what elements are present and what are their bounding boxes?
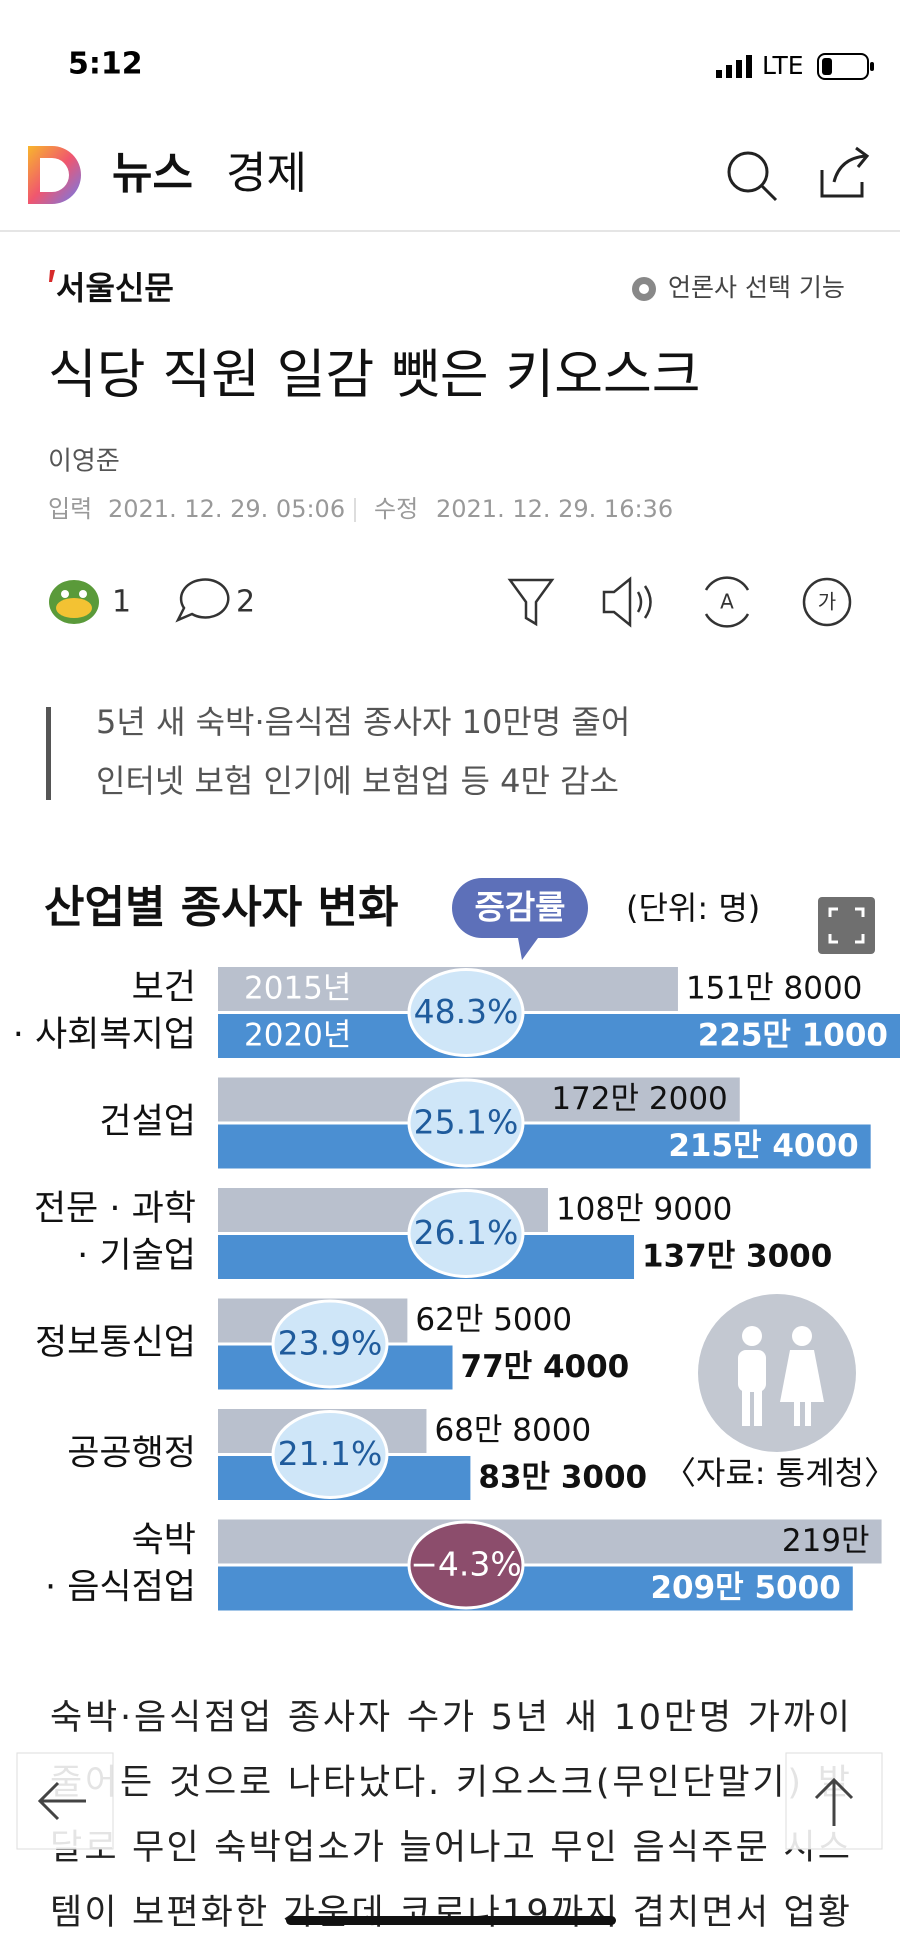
modified-date: 2021. 12. 29. 16:36 bbox=[436, 495, 673, 523]
modified-label: 수정 bbox=[374, 495, 418, 523]
value-label: 83만 3000 bbox=[478, 1460, 647, 1496]
publisher-setting[interactable]: 언론사 선택 기능 bbox=[668, 273, 845, 302]
summary-line: 5년 새 숙박·음식점 종사자 10만명 줄어 bbox=[96, 703, 630, 741]
value-label: 219만 bbox=[782, 1523, 870, 1559]
value-label: 225만 1000 bbox=[698, 1018, 888, 1054]
change-ellipse bbox=[271, 1299, 389, 1389]
bar bbox=[218, 1566, 853, 1611]
svg-text:A: A bbox=[720, 590, 734, 614]
share-button[interactable] bbox=[820, 146, 870, 198]
bar bbox=[218, 1124, 871, 1169]
change-label: 21.1% bbox=[278, 1434, 383, 1473]
category-label: 전문 · 과학 bbox=[34, 1189, 196, 1229]
change-label: 48.3% bbox=[414, 992, 519, 1031]
filter-button[interactable] bbox=[507, 578, 555, 627]
svg-text:가: 가 bbox=[818, 590, 836, 614]
value-label: 108만 9000 bbox=[556, 1192, 732, 1228]
category-label: 보건 bbox=[132, 968, 196, 1008]
body-line: 숙박·음식점업 종사자 수가 5년 새 10만명 가까이 bbox=[50, 1698, 850, 1738]
app-logo[interactable] bbox=[28, 146, 81, 204]
category-label: · 사회복지업 bbox=[13, 1015, 196, 1055]
chart-source: 〈자료: 통계청〉 bbox=[664, 1454, 896, 1492]
chart-title: 산업별 종사자 변화 bbox=[44, 882, 398, 933]
signal-icon bbox=[716, 55, 752, 78]
summary-rule bbox=[46, 707, 51, 800]
app-category[interactable]: 경제 bbox=[226, 148, 307, 199]
value-label: 137만 3000 bbox=[642, 1239, 832, 1275]
category-label: 건설업 bbox=[99, 1102, 196, 1142]
comment-count[interactable]: 2 bbox=[236, 585, 255, 620]
category-label: 숙박 bbox=[132, 1521, 196, 1561]
publisher[interactable]: 서울신문 bbox=[56, 269, 174, 307]
article-body: 숙박·음식점업 종사자 수가 5년 새 10만명 가까이줄어든 것으로 나타났다… bbox=[50, 1698, 850, 1933]
publisher-mark bbox=[49, 270, 55, 282]
app-section[interactable]: 뉴스 bbox=[112, 148, 193, 199]
published-date: 2021. 12. 29. 05:06 bbox=[108, 495, 345, 523]
reaction-icon[interactable] bbox=[49, 580, 99, 624]
value-label: 172만 2000 bbox=[551, 1081, 727, 1117]
translate-button[interactable]: A bbox=[704, 576, 750, 628]
battery-icon bbox=[817, 53, 874, 80]
value-label: 68만 8000 bbox=[434, 1413, 591, 1449]
series-label: 2015년 bbox=[244, 971, 351, 1007]
infographic: 산업별 종사자 변화 증감률 (단위: 명) 보건 · 사회복지업 151만 800… bbox=[13, 878, 900, 1611]
category-label: 공공행정 bbox=[67, 1434, 196, 1474]
chart-unit: (단위: 명) bbox=[626, 889, 760, 927]
change-label: −4.3% bbox=[410, 1545, 522, 1584]
value-label: 209만 5000 bbox=[650, 1570, 840, 1606]
scroll-top-button[interactable] bbox=[785, 1752, 883, 1850]
body-line: 템이 보편화한 가운데 코로나19까지 겹치면서 업황 bbox=[50, 1893, 850, 1933]
change-ellipse bbox=[407, 1520, 525, 1610]
audio-button[interactable] bbox=[602, 576, 652, 628]
published-label: 입력 bbox=[48, 495, 92, 523]
category-label: 정보통신업 bbox=[35, 1323, 196, 1363]
status-network: LTE bbox=[762, 51, 804, 80]
value-label: 62만 5000 bbox=[415, 1302, 572, 1338]
change-ellipse bbox=[407, 968, 525, 1057]
gear-icon[interactable] bbox=[632, 277, 656, 301]
bar bbox=[218, 1519, 882, 1564]
badge bbox=[452, 878, 588, 960]
home-indicator bbox=[286, 1916, 616, 1925]
fullscreen-button[interactable] bbox=[818, 897, 875, 954]
body-line: 줄어든 것으로 나타났다. 키오스크(무인단말기) 발 bbox=[50, 1763, 850, 1803]
back-button[interactable] bbox=[16, 1752, 114, 1850]
value-label: 77만 4000 bbox=[461, 1349, 630, 1385]
font-size-button[interactable]: 가 bbox=[802, 577, 852, 627]
bar bbox=[218, 1014, 900, 1058]
author[interactable]: 이영준 bbox=[48, 447, 120, 477]
change-ellipse bbox=[271, 1410, 389, 1499]
search-button[interactable] bbox=[727, 151, 778, 202]
change-label: 25.1% bbox=[414, 1103, 519, 1142]
reaction-count[interactable]: 1 bbox=[112, 585, 131, 620]
value-label: 151만 8000 bbox=[686, 971, 862, 1007]
illustration bbox=[698, 1294, 856, 1452]
comment-icon[interactable] bbox=[175, 578, 230, 623]
category-label: · 기술업 bbox=[77, 1236, 196, 1276]
value-label: 215만 4000 bbox=[668, 1128, 858, 1164]
change-ellipse bbox=[407, 1189, 525, 1278]
body-line: 달로 무인 숙박업소가 늘어나고 무인 음식주문 시스 bbox=[50, 1828, 850, 1868]
change-label: 23.9% bbox=[278, 1324, 383, 1363]
change-ellipse bbox=[407, 1078, 525, 1168]
category-label: · 음식점업 bbox=[45, 1568, 196, 1608]
article-title: 식당 직원 일감 뺏은 키오스크 bbox=[48, 345, 701, 406]
change-label: 26.1% bbox=[414, 1213, 519, 1252]
series-label: 2020년 bbox=[244, 1018, 351, 1054]
status-time: 5:12 bbox=[68, 47, 143, 82]
badge-text: 증감률 bbox=[474, 888, 565, 927]
summary-line: 인터넷 보험 인기에 보험업 등 4만 감소 bbox=[96, 762, 619, 800]
